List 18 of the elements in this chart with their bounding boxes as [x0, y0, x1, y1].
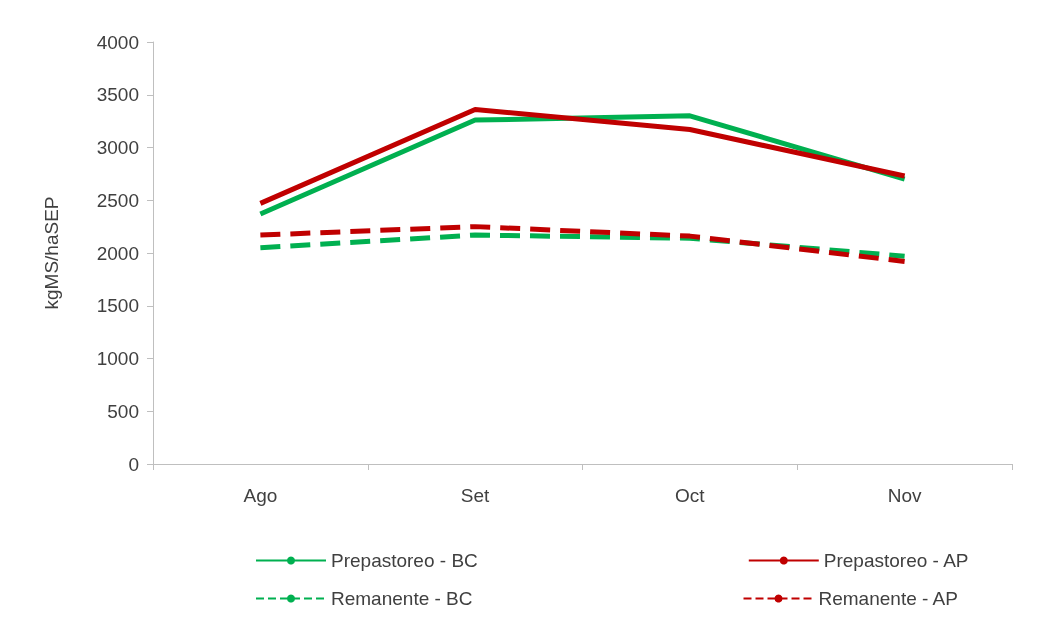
- legend-label: Prepastoreo - BC: [331, 550, 478, 571]
- y-tick-label: 0: [128, 453, 139, 475]
- legend-label: Remanente - AP: [818, 588, 958, 609]
- x-tick-label: Ago: [243, 485, 278, 506]
- y-tick-label: 1500: [96, 295, 139, 317]
- x-tick-label: Oct: [675, 485, 706, 506]
- y-tick-label: 500: [107, 400, 139, 422]
- y-tick-label: 2000: [96, 242, 139, 264]
- y-tick-label: 1000: [96, 348, 139, 369]
- legend-label: Remanente - BC: [331, 588, 473, 609]
- legend-label: Prepastoreo - AP: [823, 550, 969, 571]
- x-tick-label: Set: [460, 485, 491, 506]
- y-tick-label: 3000: [96, 137, 139, 158]
- y-tick-label: 2500: [96, 189, 139, 211]
- y-tick-label: 3500: [96, 84, 139, 106]
- y-axis-title: kgMS/haSEP: [41, 196, 62, 310]
- x-tick-label: Nov: [887, 485, 923, 506]
- y-tick-label: 4000: [96, 31, 139, 53]
